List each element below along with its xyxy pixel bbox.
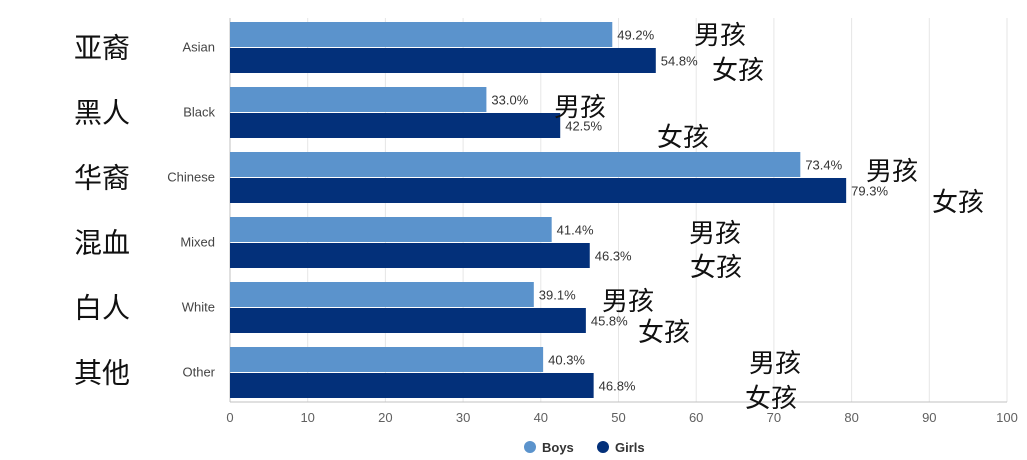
category-translation-label: 黑人: [74, 97, 130, 130]
bar-boys: [230, 152, 801, 177]
annotation-boys: 男孩: [689, 219, 741, 249]
x-tick-label: 30: [456, 410, 470, 425]
category-label: Black: [183, 105, 215, 120]
bar-boys: [230, 87, 487, 112]
x-tick-label: 100: [996, 410, 1018, 425]
data-label: 39.1%: [539, 288, 576, 303]
bar-girls: [230, 113, 561, 138]
category-translation-label: 白人: [74, 292, 130, 325]
annotation-boys: 男孩: [554, 93, 606, 123]
annotation-girls: 女孩: [712, 56, 764, 86]
bar-girls: [230, 48, 656, 73]
x-tick-label: 40: [534, 410, 548, 425]
legend-label: Boys: [542, 440, 574, 455]
category-label: Mixed: [180, 235, 215, 250]
x-tick-label: 20: [378, 410, 392, 425]
bar-boys: [230, 22, 613, 47]
category-label: Other: [182, 365, 215, 380]
x-tick-label: 50: [611, 410, 625, 425]
annotation-boys: 男孩: [694, 21, 746, 51]
bar-girls: [230, 373, 594, 398]
data-label: 45.8%: [591, 314, 628, 329]
bar-girls: [230, 178, 847, 203]
x-tick-label: 10: [300, 410, 314, 425]
data-label: 49.2%: [617, 28, 654, 43]
annotation-boys: 男孩: [602, 287, 654, 317]
annotation-girls: 女孩: [657, 123, 709, 153]
category-translation-label: 亚裔: [74, 32, 130, 65]
annotation-boys: 男孩: [866, 157, 918, 187]
data-label: 46.8%: [599, 379, 636, 394]
annotation-girls: 女孩: [638, 318, 690, 348]
annotation-boys: 男孩: [749, 349, 801, 379]
category-label: White: [182, 300, 215, 315]
x-tick-label: 0: [226, 410, 233, 425]
data-label: 33.0%: [491, 93, 528, 108]
data-label: 54.8%: [661, 54, 698, 69]
bar-boys: [230, 217, 552, 242]
category-label: Asian: [182, 40, 215, 55]
x-tick-label: 90: [922, 410, 936, 425]
x-tick-label: 60: [689, 410, 703, 425]
annotation-girls: 女孩: [745, 384, 797, 414]
data-label: 73.4%: [805, 158, 842, 173]
category-translation-label: 混血: [74, 227, 130, 260]
annotation-girls: 女孩: [690, 253, 742, 283]
bar-boys: [230, 282, 534, 307]
bar-girls: [230, 243, 590, 268]
bar-girls: [230, 308, 586, 333]
legend-marker-girls: [597, 441, 609, 453]
legend-label: Girls: [615, 440, 645, 455]
category-translation-label: 华裔: [74, 162, 130, 195]
data-label: 41.4%: [557, 223, 594, 238]
data-label: 46.3%: [595, 249, 632, 264]
legend-marker-boys: [524, 441, 536, 453]
x-tick-label: 70: [767, 410, 781, 425]
annotation-girls: 女孩: [932, 188, 984, 218]
x-tick-label: 80: [844, 410, 858, 425]
category-label: Chinese: [167, 170, 215, 185]
data-label: 79.3%: [851, 184, 888, 199]
category-translation-label: 其他: [74, 357, 130, 390]
data-label: 42.5%: [565, 119, 602, 134]
data-label: 40.3%: [548, 353, 585, 368]
bar-boys: [230, 347, 544, 372]
